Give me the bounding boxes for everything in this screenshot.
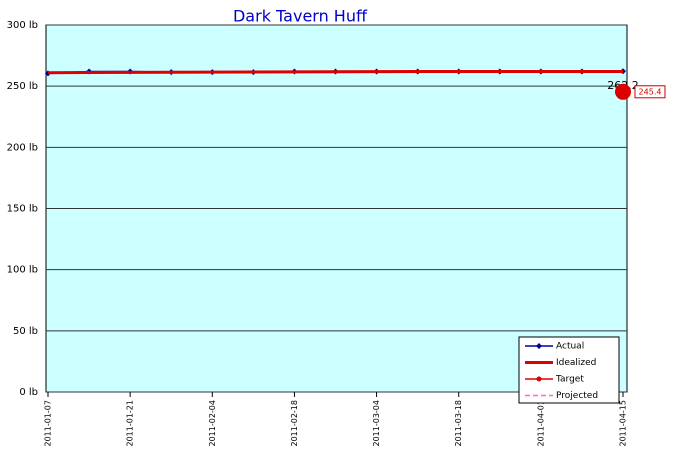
y-tick-label: 100 lb (7, 265, 38, 276)
series-line (47, 69, 623, 75)
legend-label: Target (555, 375, 584, 385)
x-tick-label: 2011-03-18 (454, 400, 463, 447)
legend-label: Projected (556, 391, 598, 401)
y-tick-label: 50 lb (13, 326, 38, 337)
x-tick-label: 2011-04-01 (536, 400, 545, 447)
legend-box (518, 336, 620, 404)
y-tick-label: 250 lb (7, 81, 38, 92)
x-tick-label: 2011-02-04 (208, 400, 217, 447)
legend-marker (536, 376, 542, 382)
y-tick-label: 150 lb (7, 204, 38, 215)
value-label-box (634, 85, 666, 99)
x-tick-label: 2011-01-21 (126, 400, 135, 447)
chart-title: Dark Tavern Huff (233, 7, 368, 26)
x-tick-label: 2011-04-15 (619, 400, 628, 447)
point (615, 83, 631, 100)
x-tick-label: 2011-02-18 (290, 400, 299, 447)
x-tick-label: 2011-01-07 (44, 400, 53, 447)
legend-marker (536, 343, 542, 349)
y-tick-label: 300 lb (7, 20, 38, 31)
x-tick-label: 2011-03-04 (372, 400, 381, 447)
y-tick-label: 200 lb (7, 142, 38, 153)
y-tick-label: 0 lb (19, 387, 38, 398)
legend-label: Idealized (556, 358, 596, 368)
legend-label: Actual (556, 342, 584, 352)
value-label: 245.4 (639, 87, 662, 96)
